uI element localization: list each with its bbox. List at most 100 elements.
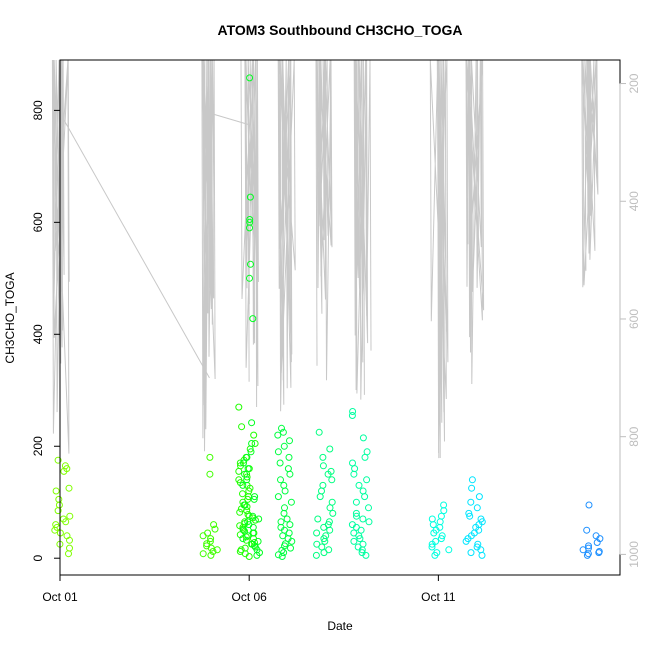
data-point	[247, 260, 254, 268]
altitude-profile	[581, 59, 599, 288]
data-point	[284, 465, 292, 473]
data-points	[51, 74, 604, 560]
altitude-trace	[51, 59, 599, 459]
data-point	[583, 526, 591, 534]
data-point	[365, 518, 373, 526]
altitude-profile	[353, 59, 372, 400]
data-point	[286, 470, 294, 478]
data-point	[207, 535, 215, 543]
x-axis-label: Date	[327, 619, 353, 633]
data-point	[199, 550, 207, 558]
data-point	[66, 512, 74, 520]
data-point	[326, 526, 334, 534]
data-point	[52, 487, 60, 495]
altitude-transit-line	[209, 112, 250, 126]
data-point	[279, 532, 287, 540]
data-point	[249, 523, 257, 531]
data-point	[241, 470, 249, 478]
data-point	[319, 453, 327, 461]
data-point	[240, 526, 248, 534]
y-tick-label: 0	[31, 555, 45, 562]
data-point	[350, 470, 358, 478]
data-point	[286, 437, 293, 445]
y2-tick-label: 400	[627, 191, 641, 211]
data-point	[353, 512, 360, 520]
data-point	[248, 440, 256, 447]
data-point	[235, 467, 243, 475]
data-point	[65, 484, 73, 492]
data-point	[274, 493, 282, 501]
data-point	[325, 518, 333, 526]
data-point	[66, 544, 73, 552]
y-tick-label: 400	[31, 324, 45, 344]
data-point	[325, 546, 333, 554]
data-point	[365, 504, 372, 512]
data-point	[243, 453, 251, 461]
altitude-profile	[240, 59, 259, 408]
data-point	[584, 550, 592, 558]
data-point	[52, 521, 60, 529]
data-point	[432, 537, 440, 545]
data-point	[429, 521, 437, 529]
data-point	[326, 445, 334, 453]
data-point	[361, 493, 369, 501]
data-point	[281, 504, 288, 512]
data-point	[283, 515, 291, 523]
data-point	[199, 532, 207, 540]
data-point	[359, 434, 367, 442]
data-point	[242, 536, 250, 544]
data-point	[315, 428, 323, 436]
y-axis: 0 200 400 600 800	[31, 100, 61, 562]
plot-frame	[59, 59, 621, 576]
data-point	[477, 515, 485, 523]
data-point	[428, 515, 436, 523]
data-point	[314, 515, 322, 523]
data-point	[249, 512, 257, 520]
data-point	[251, 539, 258, 546]
data-point	[278, 553, 286, 560]
y-axis-label: CH3CHO_TOGA	[3, 272, 17, 363]
data-point	[585, 501, 593, 509]
data-point	[246, 193, 254, 201]
data-point	[363, 448, 371, 456]
x-axis: Oct 01 Oct 06 Oct 11	[42, 574, 456, 604]
data-point	[445, 546, 453, 554]
x-tick-label: Oct 01	[42, 590, 78, 604]
y2-tick-label: 800	[627, 426, 641, 446]
data-point	[209, 548, 217, 555]
data-point	[285, 453, 293, 461]
data-point	[437, 512, 445, 520]
data-point	[241, 527, 249, 535]
data-point	[274, 431, 282, 439]
data-point	[316, 493, 324, 501]
data-point	[348, 412, 356, 419]
y-tick-label: 800	[31, 100, 45, 120]
data-point	[348, 521, 356, 529]
data-point	[54, 456, 62, 464]
data-point	[277, 476, 284, 484]
data-point	[55, 501, 63, 509]
data-point	[585, 544, 592, 552]
data-point	[595, 548, 603, 555]
data-point	[248, 419, 256, 427]
altitude-profile	[277, 59, 296, 412]
data-point	[206, 537, 214, 545]
data-point	[239, 481, 247, 489]
data-point	[358, 549, 366, 557]
data-point	[244, 465, 252, 473]
data-point	[359, 515, 367, 523]
data-point	[349, 408, 357, 415]
data-point	[250, 431, 258, 439]
data-point	[246, 216, 254, 223]
data-point	[204, 529, 212, 537]
data-point	[475, 493, 483, 501]
data-point	[249, 315, 257, 323]
data-point	[211, 525, 219, 533]
data-point	[473, 504, 481, 512]
data-point	[278, 424, 285, 432]
data-point	[359, 540, 367, 548]
data-point	[63, 532, 71, 540]
data-point	[363, 476, 371, 484]
data-point	[280, 442, 288, 450]
data-point	[287, 544, 294, 552]
